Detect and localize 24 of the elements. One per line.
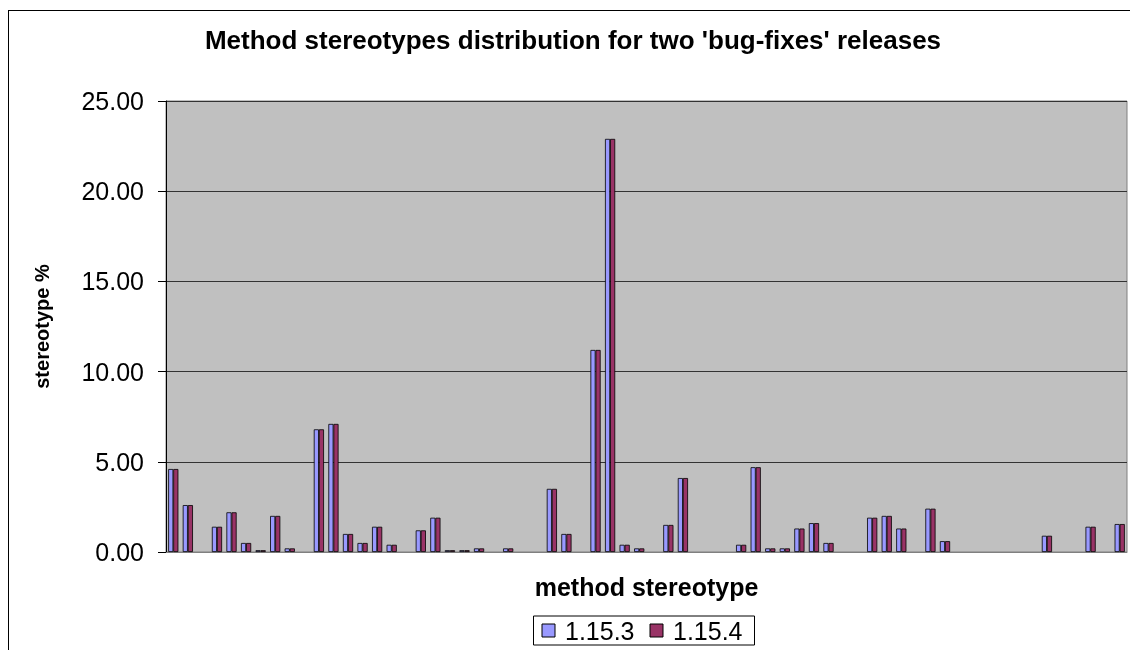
y-tick-label: 0.00 <box>95 538 144 566</box>
bar <box>372 526 378 552</box>
y-tick-label: 15.00 <box>81 267 144 296</box>
bar <box>240 542 247 552</box>
bar <box>318 429 324 552</box>
bar <box>216 526 223 552</box>
legend-label: 1.15.4 <box>673 616 743 645</box>
legend-label: 1.15.3 <box>565 616 635 645</box>
bar <box>473 548 480 552</box>
bar <box>944 541 951 552</box>
bar <box>1046 535 1053 552</box>
y-tick-label: 25.00 <box>81 87 144 115</box>
bar <box>682 478 688 552</box>
y-tick-label: 20.00 <box>81 177 144 206</box>
chart-title: Method stereotypes distribution for two 'bug-fixes' releases <box>204 25 942 55</box>
y-axis-title: stereotype % <box>31 264 53 389</box>
x-axis-title: method stereotype <box>534 572 759 601</box>
bar <box>813 523 820 552</box>
bar <box>736 544 742 552</box>
bar <box>342 533 349 552</box>
y-tick-label: 10.00 <box>81 357 144 386</box>
y-tick-label: 5.00 <box>95 447 144 476</box>
bar <box>605 138 611 552</box>
bar <box>551 488 557 552</box>
